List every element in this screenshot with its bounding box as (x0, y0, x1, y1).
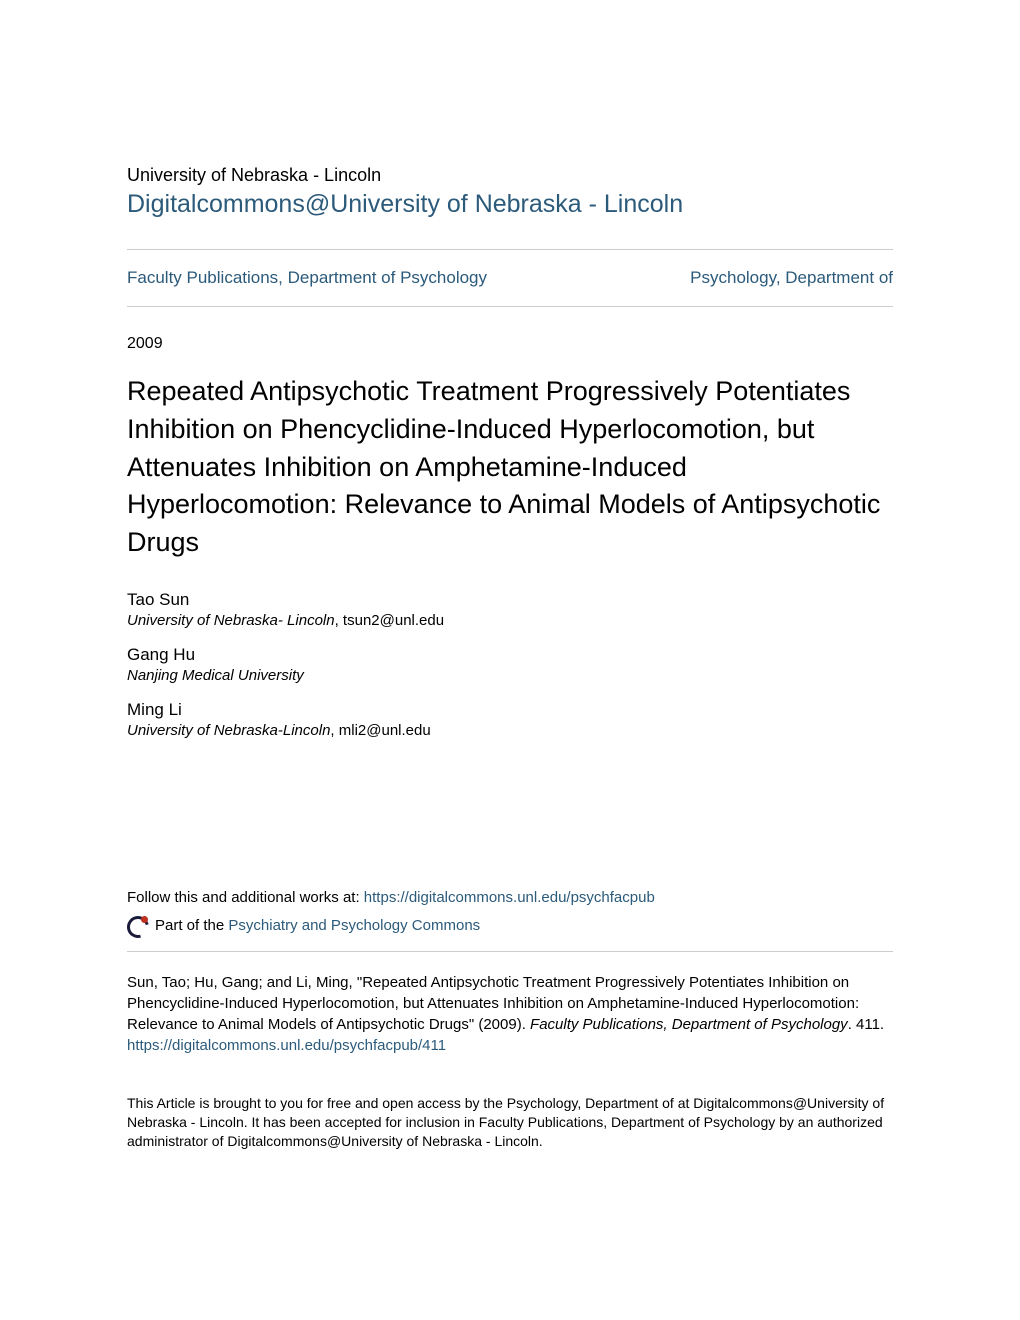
citation-text-after: . 411. (848, 1016, 884, 1033)
citation-url-link[interactable]: https://digitalcommons.unl.edu/psychfacp… (127, 1037, 446, 1054)
author-block: Gang Hu Nanjing Medical University (127, 645, 893, 684)
nav-collection-link[interactable]: Faculty Publications, Department of Psyc… (127, 268, 487, 288)
repository-link-container: Digitalcommons@University of Nebraska - … (127, 190, 893, 219)
divider-top (127, 249, 893, 250)
part-of-prefix: Part of the (155, 917, 224, 934)
follow-section: Follow this and additional works at: htt… (127, 889, 893, 906)
author-affiliation: University of Nebraska-Lincoln, mli2@unl… (127, 722, 893, 739)
author-block: Tao Sun University of Nebraska- Lincoln,… (127, 590, 893, 629)
follow-link[interactable]: https://digitalcommons.unl.edu/psychfacp… (364, 889, 655, 906)
nav-department-link[interactable]: Psychology, Department of (690, 268, 893, 288)
author-name: Tao Sun (127, 590, 893, 610)
article-title: Repeated Antipsychotic Treatment Progres… (127, 373, 893, 562)
repository-link[interactable]: Digitalcommons@University of Nebraska - … (127, 190, 683, 218)
follow-prefix: Follow this and additional works at: (127, 889, 364, 906)
page-container: University of Nebraska - Lincoln Digital… (0, 0, 1020, 1211)
institution-name: University of Nebraska - Lincoln (127, 165, 893, 186)
publication-year: 2009 (127, 335, 893, 353)
commons-network-icon (127, 916, 147, 936)
author-affiliation: Nanjing Medical University (127, 667, 893, 684)
breadcrumb-nav: Faculty Publications, Department of Psyc… (127, 268, 893, 288)
access-statement: This Article is brought to you for free … (127, 1094, 893, 1151)
author-affiliation: University of Nebraska- Lincoln, tsun2@u… (127, 612, 893, 629)
divider-citation (127, 951, 893, 952)
citation-block: Sun, Tao; Hu, Gang; and Li, Ming, "Repea… (127, 972, 893, 1056)
commons-link[interactable]: Psychiatry and Psychology Commons (228, 917, 480, 934)
divider-nav (127, 306, 893, 307)
author-block: Ming Li University of Nebraska-Lincoln, … (127, 700, 893, 739)
author-name: Ming Li (127, 700, 893, 720)
part-of-row: Part of the Psychiatry and Psychology Co… (127, 916, 893, 936)
author-name: Gang Hu (127, 645, 893, 665)
citation-series: Faculty Publications, Department of Psyc… (530, 1016, 848, 1033)
